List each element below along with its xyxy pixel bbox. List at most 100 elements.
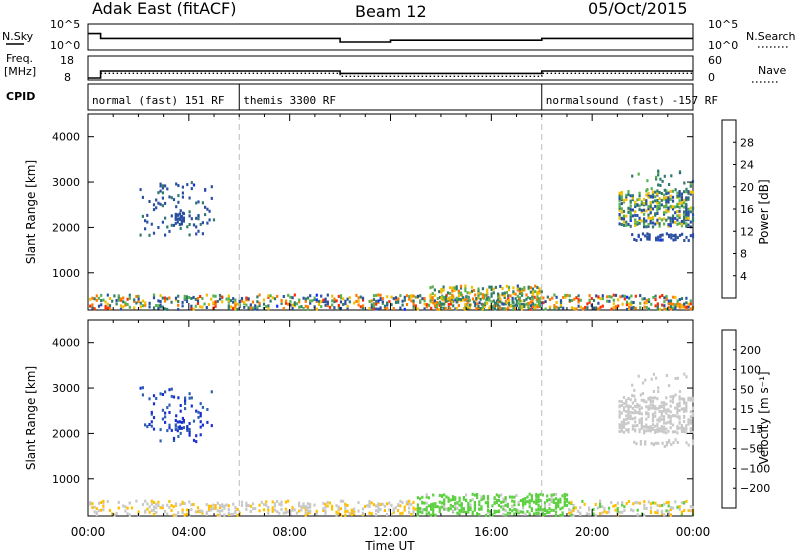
data-cell <box>383 304 387 308</box>
data-cell <box>168 403 171 407</box>
data-cell <box>97 509 101 513</box>
data-cell <box>192 183 196 187</box>
data-cell <box>492 291 495 295</box>
data-cell <box>548 298 552 302</box>
data-cell <box>390 512 393 516</box>
data-cell <box>649 217 652 220</box>
data-cell <box>628 296 631 300</box>
data-cell <box>619 295 622 299</box>
data-cell <box>159 182 162 186</box>
data-cell <box>469 506 472 510</box>
data-cell <box>661 179 664 183</box>
data-cell <box>597 301 600 305</box>
data-cell <box>516 284 519 288</box>
data-cell <box>394 297 398 301</box>
data-cell <box>188 196 191 200</box>
data-cell <box>638 418 641 422</box>
data-cell <box>481 296 484 300</box>
data-cell <box>623 297 626 301</box>
data-cell <box>177 184 180 188</box>
data-cell <box>691 213 695 217</box>
data-cell <box>658 191 661 194</box>
data-cell <box>683 430 686 434</box>
data-cell <box>618 194 621 198</box>
data-cell <box>534 290 537 294</box>
data-cell <box>685 187 688 191</box>
data-cell <box>102 499 105 503</box>
data-cell <box>633 440 636 444</box>
data-cell <box>102 298 105 302</box>
data-cell <box>152 427 156 431</box>
data-cell <box>375 302 378 306</box>
data-cell <box>477 304 480 308</box>
data-cell <box>166 512 169 516</box>
data-cell <box>355 299 358 303</box>
data-cell <box>645 417 648 421</box>
data-cell <box>195 201 198 205</box>
data-cell <box>552 498 555 502</box>
data-cell <box>324 297 327 301</box>
data-cell <box>157 304 160 308</box>
data-cell <box>678 507 681 511</box>
data-cell <box>671 195 675 199</box>
freq-tick-bottom: 8 <box>64 71 71 84</box>
data-cell <box>148 423 151 426</box>
data-cell <box>525 297 528 301</box>
data-cell <box>227 300 230 304</box>
data-cell <box>651 221 655 225</box>
data-cell <box>559 497 562 501</box>
data-cell <box>462 510 465 514</box>
data-cell <box>634 213 637 217</box>
data-cell <box>322 507 325 511</box>
data-cell <box>177 303 180 307</box>
data-cell <box>159 392 162 396</box>
data-cell <box>429 296 432 300</box>
data-cell <box>280 301 283 305</box>
data-cell <box>205 512 208 516</box>
data-cell <box>588 508 591 512</box>
data-cell <box>543 509 547 513</box>
data-cell <box>497 303 500 307</box>
data-cell <box>656 397 659 401</box>
data-cell <box>440 290 443 293</box>
data-cell <box>478 503 481 507</box>
data-cell <box>438 304 442 308</box>
data-cell <box>375 509 378 513</box>
data-cell <box>184 396 187 400</box>
data-cell <box>190 304 193 308</box>
data-cell <box>656 199 659 202</box>
colorbar-tick-label: −50 <box>740 443 763 456</box>
data-cell <box>315 509 318 513</box>
data-cell <box>267 304 270 308</box>
data-cell <box>227 508 230 511</box>
data-cell <box>603 509 606 513</box>
data-cell <box>95 298 98 302</box>
data-cell <box>636 220 639 224</box>
data-cell <box>441 294 444 298</box>
data-cell <box>419 497 422 501</box>
data-cell <box>414 295 417 299</box>
data-cell <box>537 507 540 511</box>
data-cell <box>194 510 197 514</box>
data-cell <box>678 420 681 424</box>
data-cell <box>497 494 501 498</box>
data-cell <box>168 500 171 503</box>
data-cell <box>495 493 498 497</box>
data-cell <box>492 304 495 308</box>
data-cell <box>650 302 653 306</box>
data-cell <box>170 394 173 398</box>
y-tick-label: 4000 <box>52 337 80 350</box>
data-cell <box>148 200 151 203</box>
data-cell <box>234 509 237 513</box>
data-cell <box>449 498 452 502</box>
cpid-segment-label: normalsound (fast) -157 RF <box>546 94 718 107</box>
data-cell <box>676 402 679 406</box>
data-cell <box>460 509 463 513</box>
nave-line <box>100 72 693 77</box>
data-cell <box>168 423 171 427</box>
data-cell <box>608 299 611 303</box>
x-tick-label: 00:00 <box>676 525 711 539</box>
data-cell <box>674 414 677 418</box>
data-cell <box>438 308 441 311</box>
data-cell <box>273 502 276 506</box>
